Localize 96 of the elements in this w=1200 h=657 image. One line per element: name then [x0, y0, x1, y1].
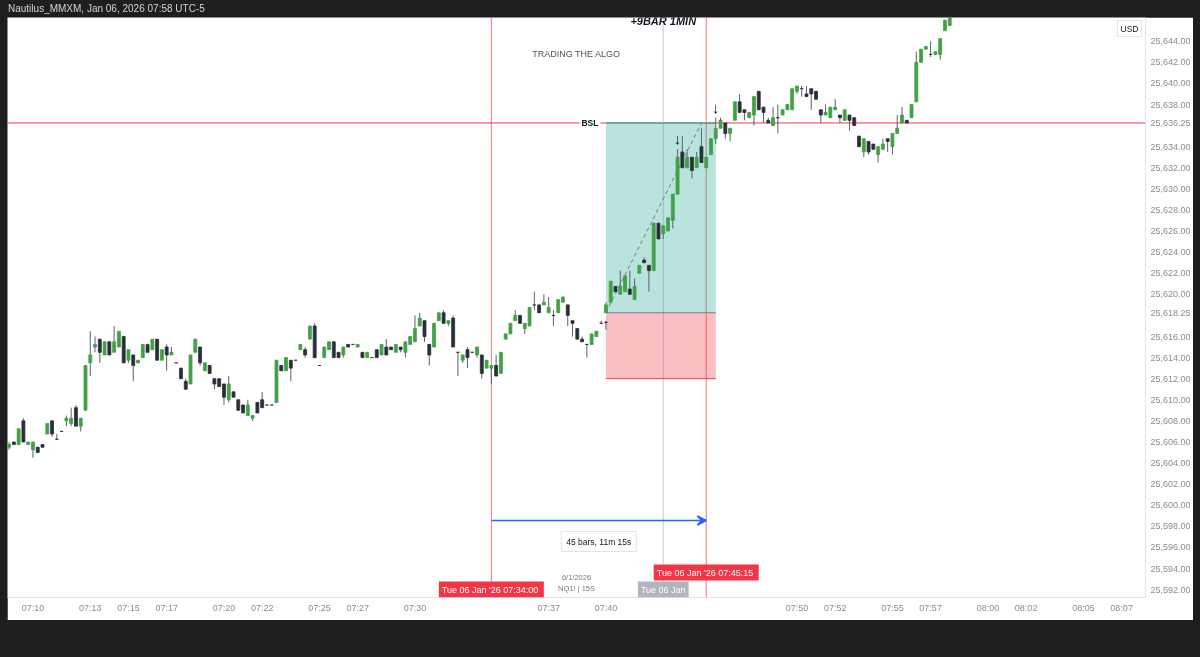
y-tick-label: 25,630.00: [1150, 183, 1191, 194]
y-tick-label: 25,616.00: [1150, 331, 1191, 342]
y-tick-label: 25,640.00: [1150, 78, 1191, 89]
y-tick-label: 25,608.00: [1150, 415, 1191, 426]
x-tick-label: 08:00: [976, 602, 1000, 613]
x-tick-label: 07:57: [919, 602, 942, 613]
ref-line-label: Tue 06 Jan: [640, 584, 686, 595]
y-tick-label: 25,622.00: [1150, 268, 1191, 279]
candlestick: [288, 359, 293, 382]
x-tick-label: 07:10: [21, 602, 45, 613]
x-tick-label: 07:27: [346, 602, 369, 613]
candlestick: [680, 135, 685, 169]
x-tick-label: 07:40: [594, 602, 618, 613]
y-tick-label: 25,636.25: [1150, 117, 1191, 128]
candlestick: [432, 322, 436, 348]
y-tick-label: 25,596.00: [1150, 542, 1191, 553]
y-tick-label: 25,644.00: [1150, 36, 1191, 47]
candlestick: [532, 291, 537, 311]
x-tick-label: 07:25: [308, 602, 331, 613]
y-tick-label: 25,626.00: [1150, 226, 1191, 237]
annotation: ↑: [602, 314, 610, 332]
candlestick: [88, 330, 93, 377]
y-tick-label: 25,612.00: [1150, 373, 1191, 384]
annotation: +9BAR 1MIN: [630, 14, 698, 27]
y-axis-title: USD: [1120, 23, 1139, 34]
candlestick: [112, 325, 117, 353]
candlestick: [838, 114, 842, 124]
x-tick-label: 07:22: [250, 602, 274, 613]
candlestick: [627, 270, 632, 295]
candlestick: [618, 270, 623, 295]
candlestick: [7, 441, 11, 451]
x-tick-label: 07:20: [212, 602, 236, 613]
annotation: ↓: [673, 130, 682, 148]
candlestick: [541, 293, 546, 306]
candlestick: [494, 354, 498, 377]
y-tick-label: 25,618.25: [1150, 307, 1191, 318]
x-tick-label: 07:15: [117, 602, 140, 613]
ref-line-label: Tue 06 Jan '26 07:34:00: [441, 584, 539, 595]
candlestick: [21, 417, 26, 443]
candlestick: [527, 307, 532, 327]
candlestick: [97, 338, 102, 364]
x-tick-label: 07:52: [823, 602, 847, 613]
candlestick: [198, 346, 202, 366]
y-tick-label: 25,642.00: [1150, 57, 1191, 68]
candlestick: [131, 354, 136, 382]
y-tick-label: 25,628.00: [1150, 204, 1191, 215]
candlestick: [699, 127, 704, 163]
x-tick-label: 08:05: [1072, 602, 1095, 613]
x-tick-label: 07:13: [79, 602, 102, 613]
y-tick-label: 25,592.00: [1150, 584, 1191, 595]
candlestick: [93, 336, 97, 353]
candlestick: [647, 264, 651, 293]
y-tick-label: 25,604.00: [1150, 458, 1191, 469]
y-tick-label: 25,610.00: [1150, 394, 1191, 405]
candlestick: [74, 404, 78, 427]
annotation: 45 bars, 11m 15s: [566, 536, 632, 547]
chart-title: Nautilus_MMXM, Jan 06, 2026 07:58 UTC-5: [8, 2, 205, 16]
candlestick: [422, 320, 427, 343]
candlestick: [155, 338, 159, 361]
y-tick-label: 25,614.00: [1150, 352, 1191, 363]
candlestick: [226, 375, 231, 403]
annotation: ↓: [712, 98, 720, 116]
candlestick: [427, 343, 432, 366]
y-tick-label: 25,602.00: [1150, 479, 1191, 490]
y-tick-label: 25,598.00: [1150, 521, 1191, 532]
candlestick: [728, 127, 732, 142]
candlestick: [732, 101, 737, 121]
ref-line-label: Tue 06 Jan '26 07:45:15: [656, 567, 754, 578]
x-tick-label: 07:37: [537, 602, 560, 613]
x-tick-label: 07:30: [403, 602, 427, 613]
y-tick-label: 25,624.00: [1150, 247, 1191, 258]
candlestick: [690, 156, 694, 179]
x-tick-label: 07:17: [155, 602, 178, 613]
candlestick: [164, 343, 169, 372]
y-tick-label: 25,594.00: [1150, 563, 1191, 574]
candlestick: [465, 346, 470, 369]
ref-line-label: BSL: [581, 117, 599, 128]
y-tick-label: 25,620.00: [1150, 289, 1191, 300]
candlestick: [632, 278, 637, 301]
candlestick: [608, 280, 613, 303]
candlestick: [565, 304, 570, 327]
y-tick-label: 25,634.00: [1150, 141, 1191, 152]
y-tick-label: 25,600.00: [1150, 500, 1191, 511]
text: TRADING THE ALGO: [532, 48, 621, 59]
x-tick-label: 07:55: [881, 602, 904, 613]
y-tick-label: 25,638.00: [1150, 99, 1191, 110]
candlestick: [499, 351, 503, 374]
y-tick-label: 25,632.00: [1150, 162, 1191, 173]
x-tick-label: 07:50: [785, 602, 809, 613]
candlestick: [479, 354, 484, 380]
x-tick-label: 08:02: [1014, 602, 1038, 613]
candlestick: [771, 106, 775, 127]
candlestick: [861, 138, 866, 158]
y-tick-label: 25,606.00: [1150, 436, 1191, 447]
candlestick: [685, 148, 689, 169]
x-tick-label: 08:07: [1110, 602, 1133, 613]
